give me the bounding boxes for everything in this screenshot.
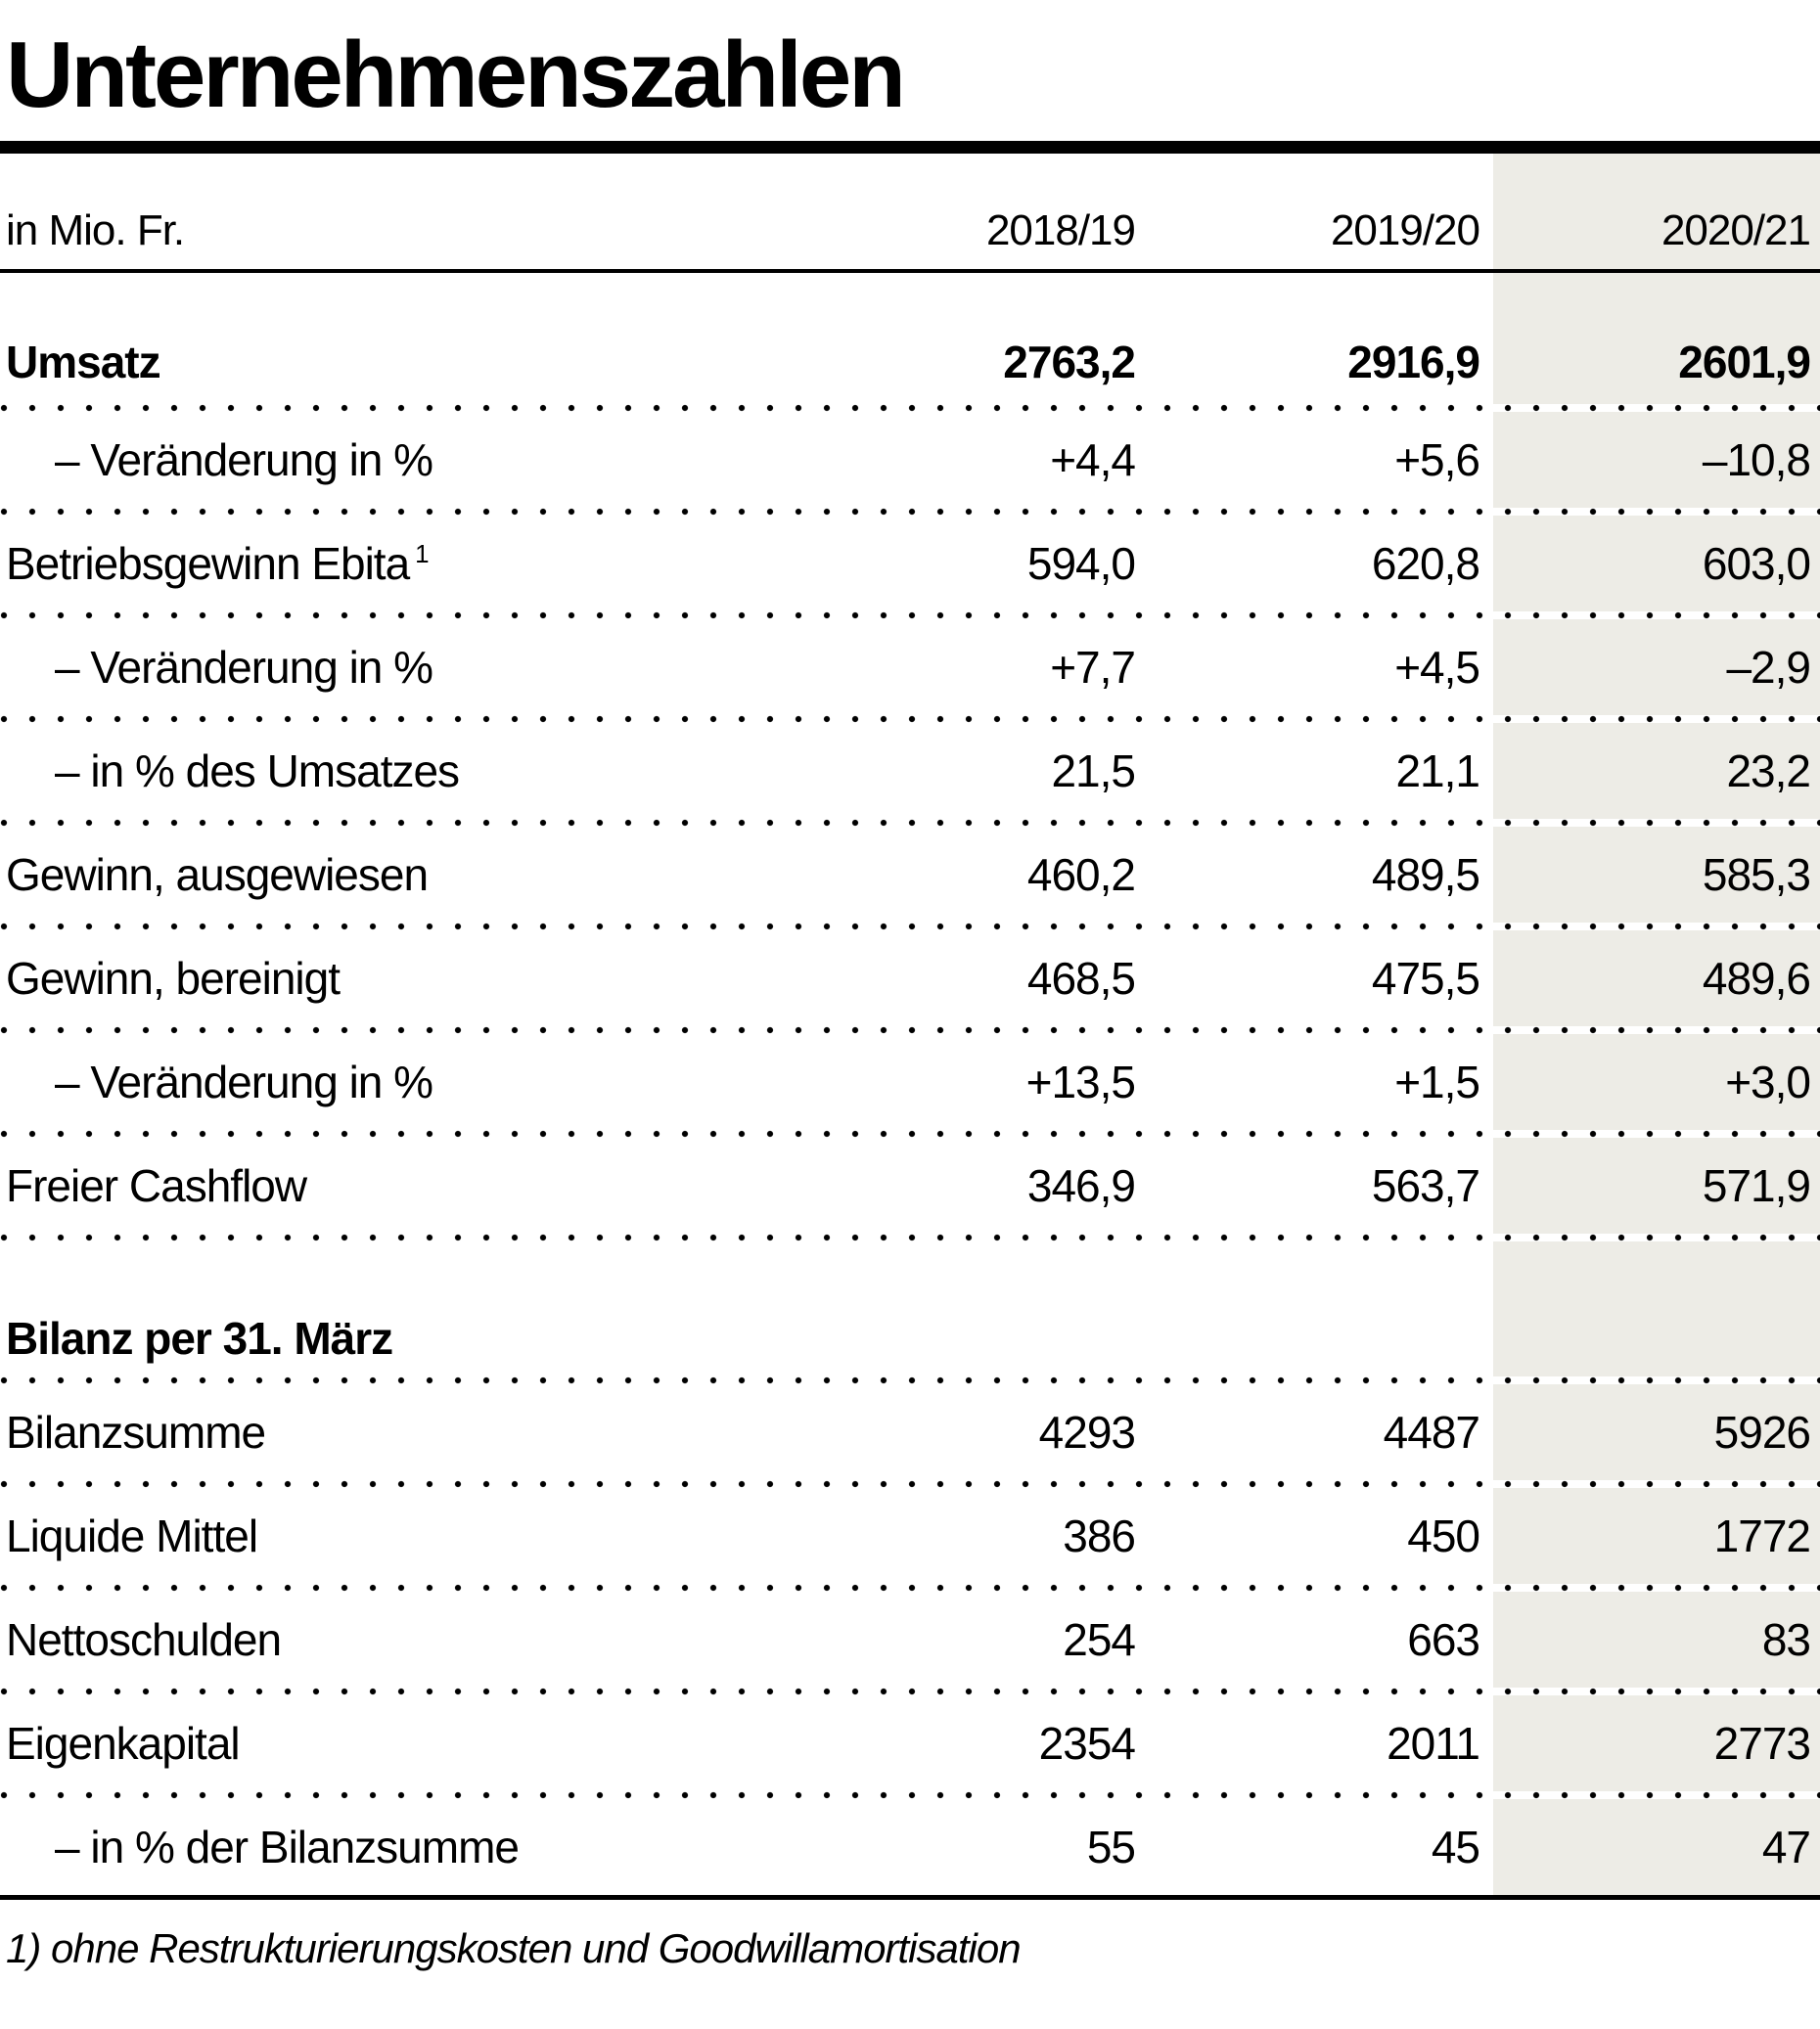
top-rule [0, 140, 1820, 154]
table-row-nettoschulden: Nettoschulden 254 663 83 [0, 1592, 1820, 1688]
dotted-separator [0, 1583, 1820, 1592]
row-value: 254 [1063, 1613, 1136, 1665]
row-value: 55 [1086, 1821, 1136, 1872]
row-value: 489,6 [1702, 952, 1811, 1004]
row-value: –10,8 [1702, 433, 1811, 485]
footnote: 1) ohne Restrukturierungskosten und Good… [6, 1924, 1022, 1971]
figures-table: in Mio. Fr. 2018/19 2019/20 2020/21 Umsa… [0, 153, 1820, 1900]
row-value: 450 [1407, 1510, 1480, 1561]
column-header-2020-21: 2020/21 [1661, 205, 1811, 254]
row-value: 2916,9 [1347, 336, 1480, 387]
row-value: 585,3 [1702, 848, 1811, 900]
row-value: 468,5 [1026, 952, 1136, 1004]
dotted-separator [0, 1129, 1820, 1138]
row-value: 2763,2 [1003, 336, 1136, 387]
table-header-row: in Mio. Fr. 2018/19 2019/20 2020/21 [0, 154, 1820, 269]
row-value: 460,2 [1026, 848, 1136, 900]
row-label: Gewinn, ausgewiesen [6, 848, 429, 900]
row-label: – Veränderung in % [55, 641, 433, 693]
row-value: 1772 [1713, 1510, 1811, 1561]
table-row-bilanzsumme: Bilanzsumme 4293 4487 5926 [0, 1384, 1820, 1480]
row-value: +1,5 [1394, 1056, 1480, 1107]
row-label: Eigenkapital [6, 1717, 241, 1769]
page-title: Unternehmenszahlen [6, 23, 906, 127]
table-row-in-prozent-umsatz: – in % des Umsatzes 21,5 21,1 23,2 [0, 723, 1820, 819]
dotted-separator [0, 1687, 1820, 1695]
dotted-separator [0, 1233, 1820, 1241]
row-value: 45 [1431, 1821, 1480, 1872]
row-label: Liquide Mittel [6, 1510, 258, 1561]
table-row-veraenderung-gewinn: – Veränderung in % +13,5 +1,5 +3,0 [0, 1034, 1820, 1130]
row-value: 2773 [1713, 1717, 1811, 1769]
row-value: 475,5 [1371, 952, 1480, 1004]
row-value: 663 [1407, 1613, 1480, 1665]
row-value: 4293 [1038, 1406, 1136, 1458]
row-value: +4,4 [1050, 433, 1136, 485]
row-label: – in % des Umsatzes [55, 744, 460, 796]
row-value: 571,9 [1702, 1159, 1811, 1211]
footnote-marker: 1 [415, 539, 430, 569]
row-label: – in % der Bilanzsumme [55, 1821, 520, 1872]
row-value: 47 [1761, 1821, 1811, 1872]
row-label: Freier Cashflow [6, 1159, 307, 1211]
dotted-separator [0, 922, 1820, 930]
row-label: – Veränderung in % [55, 433, 433, 485]
table-row-betriebsgewinn-ebita: Betriebsgewinn Ebita 1 594,0 620,8 603,0 [0, 516, 1820, 611]
table-row-in-prozent-bilanzsumme: – in % der Bilanzsumme 55 45 47 [0, 1799, 1820, 1895]
row-label: Betriebsgewinn Ebita 1 [6, 537, 430, 589]
row-value: 386 [1063, 1510, 1136, 1561]
row-value: 603,0 [1702, 537, 1811, 589]
column-header-2018-19: 2018/19 [985, 205, 1136, 254]
dotted-separator [0, 818, 1820, 827]
row-value: 563,7 [1371, 1159, 1480, 1211]
row-value: 2354 [1038, 1717, 1136, 1769]
row-label: Bilanzsumme [6, 1406, 266, 1458]
dotted-separator [0, 714, 1820, 723]
header-rule [0, 268, 1820, 273]
row-value: +4,5 [1394, 641, 1480, 693]
row-value: 4487 [1383, 1406, 1480, 1458]
section-header-bilanz: Bilanz per 31. März [0, 1241, 1820, 1376]
row-value: +3,0 [1725, 1056, 1811, 1107]
table-row-umsatz: Umsatz 2763,2 2916,9 2601,9 [0, 273, 1820, 404]
row-value: 5926 [1713, 1406, 1811, 1458]
dotted-separator [0, 1025, 1820, 1034]
table-row-veraenderung-ebita: – Veränderung in % +7,7 +4,5 –2,9 [0, 619, 1820, 715]
company-figures-infographic: Unternehmenszahlen in Mio. Fr. 2018/19 2… [0, 25, 1820, 2029]
row-value: 2601,9 [1678, 336, 1811, 387]
unit-label: in Mio. Fr. [6, 205, 185, 254]
row-value: +7,7 [1050, 641, 1136, 693]
row-label: – Veränderung in % [55, 1056, 433, 1107]
row-value: 2011 [1387, 1717, 1480, 1769]
table-row-liquide-mittel: Liquide Mittel 386 450 1772 [0, 1488, 1820, 1584]
row-label: Nettoschulden [6, 1613, 282, 1665]
column-header-2019-20: 2019/20 [1330, 205, 1480, 254]
row-value: 21,5 [1051, 744, 1136, 796]
row-value: 489,5 [1371, 848, 1480, 900]
table-row-eigenkapital: Eigenkapital 2354 2011 2773 [0, 1695, 1820, 1791]
table-row-gewinn-ausgewiesen: Gewinn, ausgewiesen 460,2 489,5 585,3 [0, 827, 1820, 923]
dotted-separator [0, 403, 1820, 412]
row-value: +5,6 [1394, 433, 1480, 485]
row-value: 83 [1761, 1613, 1811, 1665]
row-value: –2,9 [1726, 641, 1811, 693]
row-value: 346,9 [1026, 1159, 1136, 1211]
table-row-veraenderung-umsatz: – Veränderung in % +4,4 +5,6 –10,8 [0, 412, 1820, 508]
row-label: Umsatz [6, 336, 161, 387]
row-label: Gewinn, bereinigt [6, 952, 341, 1004]
dotted-separator [0, 1375, 1820, 1384]
dotted-separator [0, 507, 1820, 516]
row-value: +13,5 [1025, 1056, 1136, 1107]
dotted-separator [0, 1479, 1820, 1488]
table-row-gewinn-bereinigt: Gewinn, bereinigt 468,5 475,5 489,6 [0, 930, 1820, 1026]
bottom-rule [0, 1894, 1820, 1900]
section-title: Bilanz per 31. März [6, 1312, 393, 1364]
table-row-freier-cashflow: Freier Cashflow 346,9 563,7 571,9 [0, 1138, 1820, 1234]
row-value: 23,2 [1726, 744, 1811, 796]
row-value: 21,1 [1395, 744, 1480, 796]
row-value: 594,0 [1026, 537, 1136, 589]
dotted-separator [0, 610, 1820, 619]
row-value: 620,8 [1371, 537, 1480, 589]
dotted-separator [0, 1790, 1820, 1799]
